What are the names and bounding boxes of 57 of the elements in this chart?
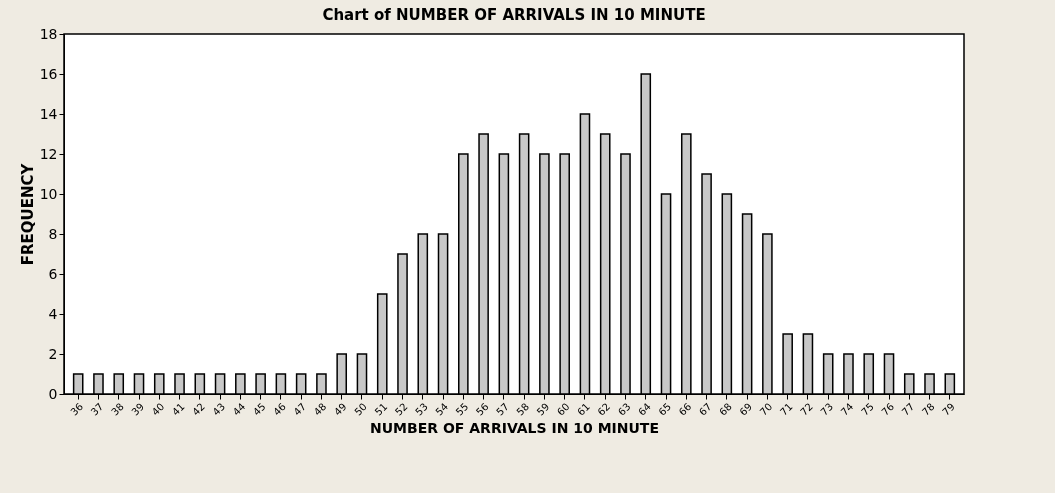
y-tick-label: 6 (48, 265, 58, 282)
x-tick-label: 76 (879, 400, 897, 418)
x-tick-label: 46 (271, 400, 288, 418)
x-tick-label: 47 (291, 400, 309, 418)
x-tick-label: 43 (210, 400, 228, 418)
x-tick-label: 78 (919, 400, 937, 418)
x-tick-label: 66 (676, 400, 694, 418)
x-tick-label: 55 (453, 400, 471, 418)
x-tick-label: 41 (169, 400, 187, 418)
x-tick-label: 73 (818, 400, 836, 418)
x-tick-label: 62 (595, 400, 613, 418)
chart-title: Chart of NUMBER OF ARRIVALS IN 10 MINUTE (322, 6, 706, 24)
x-tick-label: 61 (575, 400, 593, 418)
x-tick-label: 64 (636, 400, 653, 418)
x-tick-label: 67 (696, 400, 714, 418)
x-tick-label: 58 (514, 400, 532, 418)
y-tick-label: 8 (48, 225, 58, 242)
x-tick-label: 39 (129, 400, 147, 418)
x-tick-label: 75 (859, 400, 876, 418)
x-tick-label: 38 (109, 400, 126, 418)
x-tick-label: 45 (250, 400, 268, 418)
x-tick-label: 54 (433, 400, 451, 418)
x-tick-label: 48 (311, 400, 329, 418)
y-tick-label: 2 (48, 345, 58, 362)
x-tick-label: 70 (757, 400, 775, 418)
x-tick-label: 56 (473, 400, 491, 418)
x-tick-label: 51 (372, 400, 390, 418)
x-tick-label: 57 (494, 400, 511, 418)
x-tick-label: 65 (656, 400, 674, 418)
y-tick-label: 16 (39, 65, 58, 82)
x-axis-title: NUMBER OF ARRIVALS IN 10 MINUTE (370, 419, 659, 436)
x-tick-label: 79 (940, 400, 957, 418)
x-tick-label: 36 (68, 400, 86, 418)
x-tick-label: 44 (230, 400, 248, 418)
x-tick-label: 42 (190, 400, 207, 418)
x-tick-label: 59 (534, 400, 552, 418)
y-tick-label: 4 (48, 305, 58, 322)
x-tick-label: 49 (331, 400, 349, 418)
x-tick-label: 77 (899, 400, 917, 418)
x-tick-label: 50 (352, 400, 370, 418)
x-tick-label: 68 (717, 400, 734, 418)
x-tick-label: 71 (777, 400, 795, 418)
x-tick-label: 60 (554, 400, 572, 418)
x-tick-label: 74 (838, 400, 856, 418)
y-tick-label: 0 (48, 385, 58, 402)
y-tick-label: 14 (39, 105, 58, 122)
y-tick-label: 12 (39, 145, 58, 162)
x-tick-label: 69 (737, 400, 755, 418)
x-tick-label: 53 (413, 400, 430, 418)
x-tick-label: 37 (88, 400, 106, 418)
y-tick-label: 18 (39, 25, 58, 42)
x-tick-label: 72 (798, 400, 815, 418)
y-axis-title: FREQUENCY (18, 162, 37, 266)
x-tick-label: 63 (615, 400, 633, 418)
y-tick-label: 10 (39, 185, 58, 202)
x-tick-label: 52 (392, 400, 410, 418)
x-tick-label: 40 (149, 400, 167, 418)
